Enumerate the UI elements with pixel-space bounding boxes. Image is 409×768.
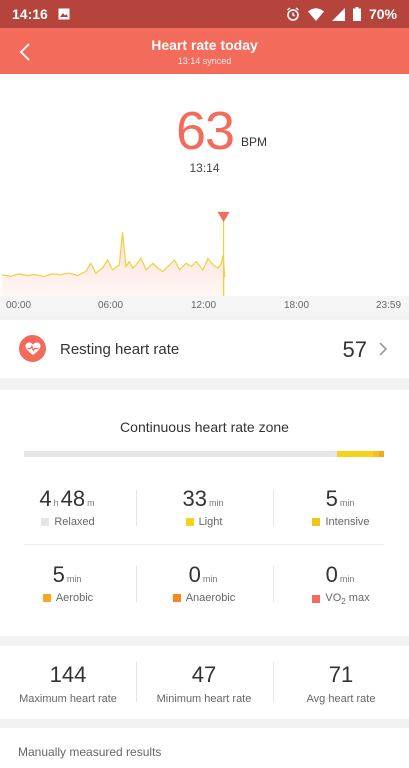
x-tick-label: 18:00 xyxy=(284,300,310,311)
zone-anaerobic: 0 min Anaerobic xyxy=(136,562,272,604)
app-header: Heart rate today 13:14 synced xyxy=(0,28,409,74)
anaerobic-label: Anaerobic xyxy=(185,592,236,604)
heart-rate-chart[interactable] xyxy=(0,206,409,296)
zone-relaxed: 4 h48 m Relaxed xyxy=(0,486,136,528)
min-heart-rate: 47 Minimum heart rate xyxy=(136,662,272,705)
zone-title: Continuous heart rate zone xyxy=(120,419,289,435)
x-tick-label: 12:00 xyxy=(191,300,217,311)
chevron-right-icon xyxy=(379,342,388,356)
divider xyxy=(273,490,274,526)
alarm-icon xyxy=(286,7,300,21)
current-time[interactable]: 13:14 xyxy=(189,161,220,175)
current-heart-rate: 63 xyxy=(176,101,235,161)
relaxed-hours-unit: h xyxy=(53,498,59,508)
divider xyxy=(136,566,137,602)
battery-icon xyxy=(352,7,361,21)
row-divider xyxy=(24,544,384,545)
vo2-swatch xyxy=(312,595,321,604)
divider xyxy=(136,662,137,702)
chevron-left-icon xyxy=(19,43,30,61)
vo2-value: 0 xyxy=(325,562,338,587)
zone-segment-aerobic xyxy=(378,451,384,457)
intensive-swatch xyxy=(312,518,321,526)
divider xyxy=(273,566,274,602)
image-icon xyxy=(58,8,70,20)
min-heart-rate-label: Minimum heart rate xyxy=(156,693,252,705)
divider xyxy=(136,490,137,526)
anaerobic-unit: min xyxy=(202,574,218,584)
sync-status: 13:14 synced xyxy=(177,56,232,66)
light-swatch xyxy=(185,518,194,526)
divider xyxy=(273,662,274,702)
heart-icon xyxy=(19,335,46,362)
zone-segment-relaxed xyxy=(24,451,338,457)
heart-rate-zone-card: Continuous heart rate zone 4 h48 m Relaxed… xyxy=(0,390,409,636)
aerobic-swatch xyxy=(42,594,51,602)
min-heart-rate-value: 47 xyxy=(191,662,217,687)
max-heart-rate-label: Maximum heart rate xyxy=(19,693,117,705)
relaxed-label: Relaxed xyxy=(54,516,95,528)
bpm-unit: BPM xyxy=(241,135,268,149)
resting-heart-rate-row[interactable]: Resting heart rate 57 xyxy=(0,320,409,378)
intensive-value: 5 xyxy=(325,486,338,511)
avg-heart-rate: 71 Avg heart rate xyxy=(273,662,409,705)
max-heart-rate: 144 Maximum heart rate xyxy=(0,662,136,705)
back-button[interactable] xyxy=(12,39,38,65)
resting-heart-rate-value: 57 xyxy=(342,337,367,362)
zone-segment-intensive xyxy=(373,451,379,457)
zone-intensive: 5 min Intensive xyxy=(273,486,409,528)
wifi-icon xyxy=(307,7,324,21)
chart-x-axis: 00:00 06:00 12:00 18:00 23:59 xyxy=(0,296,409,316)
zone-distribution-bar xyxy=(24,451,384,457)
avg-heart-rate-label: Avg heart rate xyxy=(306,693,376,705)
anaerobic-swatch xyxy=(172,594,181,602)
heart-rate-stats: 144 Maximum heart rate 47 Minimum heart … xyxy=(0,646,409,719)
battery-percent: 70% xyxy=(368,6,397,22)
light-unit: min xyxy=(208,498,224,508)
manual-results-label: Manually measured results xyxy=(18,745,162,759)
relaxed-swatch xyxy=(41,518,50,526)
page-title: Heart rate today xyxy=(151,37,258,53)
heart-rate-line xyxy=(1,232,226,278)
x-tick-label: 00:00 xyxy=(6,300,32,311)
zone-vo2-max: 0 min VO2 max xyxy=(273,562,409,606)
aerobic-value: 5 xyxy=(52,562,65,587)
relaxed-minutes-unit: m xyxy=(87,498,95,508)
vo2-unit: min xyxy=(339,574,355,584)
light-label: Light xyxy=(198,516,223,528)
avg-heart-rate-value: 71 xyxy=(328,662,354,687)
max-heart-rate-value: 144 xyxy=(49,662,87,687)
x-tick-label: 23:59 xyxy=(376,300,402,311)
signal-icon xyxy=(331,7,345,21)
heart-rate-area xyxy=(2,232,225,296)
zone-light: 33 min Light xyxy=(136,486,272,528)
status-time: 14:16 xyxy=(12,6,48,22)
relaxed-hours: 4 xyxy=(39,486,52,511)
light-value: 33 xyxy=(182,486,207,511)
vo2-label: VO2 max xyxy=(325,592,370,607)
x-tick-label: 06:00 xyxy=(98,300,124,311)
heart-rate-overview: 63 BPM 13:14 00:00 06:00 12:00 18:00 23:… xyxy=(0,74,409,316)
relaxed-minutes: 48 xyxy=(60,486,86,511)
intensive-label: Intensive xyxy=(325,516,370,528)
aerobic-unit: min xyxy=(66,574,82,584)
resting-heart-rate-label: Resting heart rate xyxy=(60,341,180,358)
status-bar: 14:16 70% xyxy=(0,0,409,28)
aerobic-label: Aerobic xyxy=(55,592,94,604)
zone-aerobic: 5 min Aerobic xyxy=(0,562,136,604)
zone-segment-light xyxy=(337,451,374,457)
current-time-marker[interactable] xyxy=(217,212,230,222)
manual-results-section[interactable]: Manually measured results xyxy=(0,728,409,768)
intensive-unit: min xyxy=(339,498,355,508)
anaerobic-value: 0 xyxy=(188,562,201,587)
